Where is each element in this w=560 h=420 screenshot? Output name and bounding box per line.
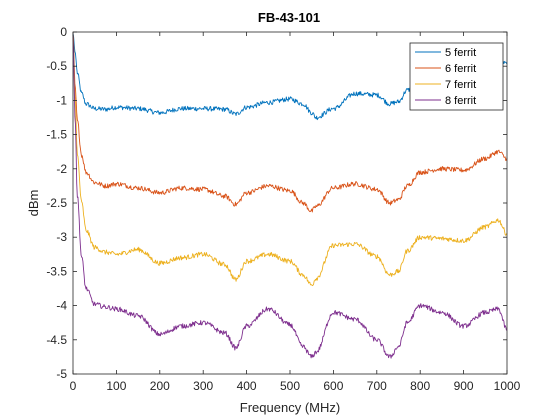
x-tick-label: 500 <box>280 379 300 393</box>
x-tick-label: 700 <box>367 379 387 393</box>
y-tick-label: -1.5 <box>46 128 67 142</box>
y-tick-label: -2.5 <box>46 196 67 210</box>
y-tick-label: -3.5 <box>46 264 67 278</box>
x-tick-label: 100 <box>106 379 126 393</box>
y-tick-label: 0 <box>60 25 67 39</box>
series-line-4 <box>72 33 508 359</box>
x-tick-label: 400 <box>237 379 257 393</box>
x-tick-label: 300 <box>193 379 213 393</box>
x-axis-label: Frequency (MHz) <box>240 400 340 415</box>
series-line-2 <box>72 33 508 213</box>
y-tick-label: -1 <box>56 93 67 107</box>
x-tick-label: 600 <box>323 379 343 393</box>
y-tick-label: -0.5 <box>46 59 67 73</box>
y-tick-label: -2 <box>56 162 67 176</box>
x-tick-label: 800 <box>410 379 430 393</box>
y-tick-label: -4.5 <box>46 333 67 347</box>
legend-item-label: 8 ferrit <box>445 95 476 107</box>
chart-title: FB-43-101 <box>258 10 320 25</box>
y-tick-label: -3 <box>56 230 67 244</box>
legend-box <box>409 42 504 111</box>
y-axis-label: dBm <box>26 190 41 217</box>
legend-item-label: 5 ferrit <box>445 47 476 59</box>
legend: 5 ferrit 6 ferrit 7 ferrit 8 ferrit <box>409 42 504 111</box>
x-tick-label: 0 <box>70 379 77 393</box>
x-tick-label: 200 <box>150 379 170 393</box>
x-tick-label: 900 <box>454 379 474 393</box>
legend-item-label: 6 ferrit <box>445 63 476 75</box>
y-tick-label: -4 <box>56 299 67 313</box>
series-line-3 <box>72 33 508 287</box>
axes-layer: 0 100 200 300 400 500 600 700 800 900 1000 0 -0.5 -1 -… <box>46 25 520 393</box>
y-tick-label: -5 <box>56 367 67 381</box>
legend-item-label: 7 ferrit <box>445 79 476 91</box>
x-tick-label: 1000 <box>494 379 521 393</box>
